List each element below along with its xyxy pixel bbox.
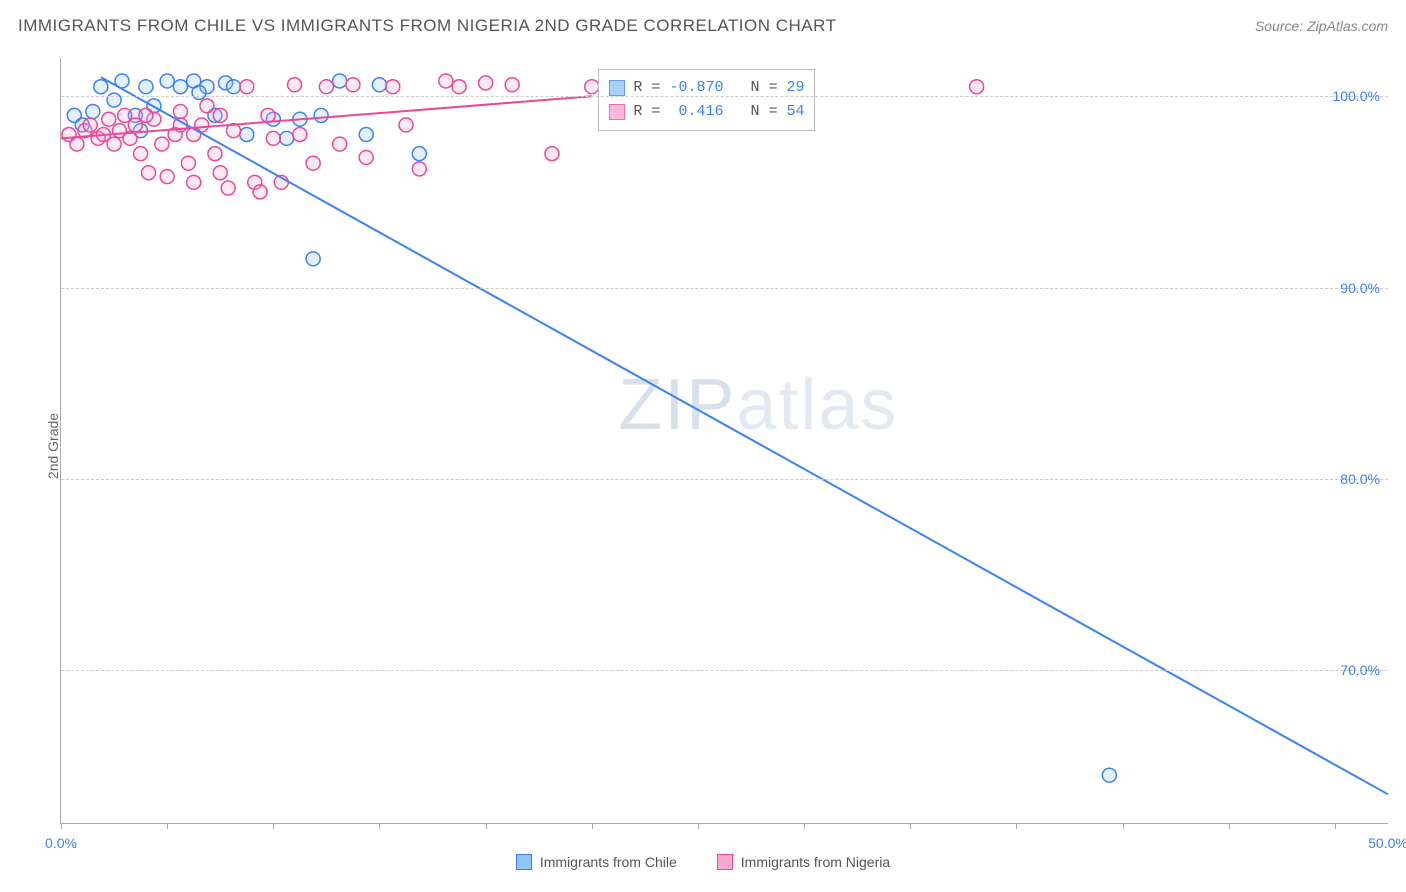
data-point [200, 99, 214, 113]
data-point [439, 74, 453, 88]
x-tick [1123, 823, 1124, 829]
regression-line [101, 77, 1388, 794]
data-point [173, 80, 187, 94]
x-tick [698, 823, 699, 829]
data-point [545, 147, 559, 161]
data-point [94, 80, 108, 94]
chart-header: IMMIGRANTS FROM CHILE VS IMMIGRANTS FROM… [18, 16, 1388, 36]
data-point [359, 128, 373, 142]
legend-label-chile: Immigrants from Chile [540, 854, 677, 870]
data-point [1102, 768, 1116, 782]
gridline [61, 479, 1388, 480]
data-point [107, 137, 121, 151]
data-point [83, 118, 97, 132]
source-attribution: Source: ZipAtlas.com [1255, 18, 1388, 34]
x-tick [592, 823, 593, 829]
swatch-chile [516, 854, 532, 870]
x-tick [486, 823, 487, 829]
swatch-nigeria [717, 854, 733, 870]
gridline [61, 96, 1388, 97]
data-point [139, 80, 153, 94]
x-tick [379, 823, 380, 829]
data-point [181, 156, 195, 170]
legend-swatch [609, 104, 625, 120]
legend-label-nigeria: Immigrants from Nigeria [741, 854, 890, 870]
chart-title: IMMIGRANTS FROM CHILE VS IMMIGRANTS FROM… [18, 16, 837, 36]
legend-swatch [609, 80, 625, 96]
data-point [585, 80, 599, 94]
data-point [346, 78, 360, 92]
data-point [266, 131, 280, 145]
data-point [208, 147, 222, 161]
data-point [70, 137, 84, 151]
x-tick [1229, 823, 1230, 829]
data-point [288, 78, 302, 92]
data-point [192, 85, 206, 99]
data-point [293, 128, 307, 142]
correlation-legend: R = -0.870 N = 29R = 0.416 N = 54 [598, 69, 815, 131]
data-point [280, 131, 294, 145]
data-point [261, 108, 275, 122]
data-point [240, 80, 254, 94]
data-point [333, 137, 347, 151]
data-point [412, 162, 426, 176]
y-tick-label: 80.0% [1340, 471, 1380, 487]
x-tick [167, 823, 168, 829]
data-point [314, 108, 328, 122]
y-tick-label: 90.0% [1340, 280, 1380, 296]
data-point [213, 108, 227, 122]
chart-canvas [61, 58, 1388, 823]
data-point [452, 80, 466, 94]
data-point [372, 78, 386, 92]
x-tick [61, 823, 62, 829]
data-point [386, 80, 400, 94]
legend-stats: R = 0.416 N = 54 [633, 100, 804, 124]
x-tick-label: 0.0% [45, 835, 77, 851]
data-point [227, 80, 241, 94]
data-point [333, 74, 347, 88]
y-tick-label: 100.0% [1333, 88, 1380, 104]
legend-row: R = 0.416 N = 54 [609, 100, 804, 124]
gridline [61, 670, 1388, 671]
data-point [160, 74, 174, 88]
data-point [139, 108, 153, 122]
x-tick-label: 50.0% [1368, 835, 1406, 851]
data-point [142, 166, 156, 180]
plot-area: ZIPatlas R = -0.870 N = 29R = 0.416 N = … [60, 58, 1388, 824]
data-point [134, 147, 148, 161]
series-legend: Immigrants from Chile Immigrants from Ni… [0, 854, 1406, 870]
legend-item-chile: Immigrants from Chile [516, 854, 677, 870]
data-point [173, 105, 187, 119]
data-point [253, 185, 267, 199]
gridline [61, 288, 1388, 289]
x-tick [910, 823, 911, 829]
data-point [240, 128, 254, 142]
data-point [221, 181, 235, 195]
data-point [102, 112, 116, 126]
data-point [155, 137, 169, 151]
data-point [213, 166, 227, 180]
data-point [86, 105, 100, 119]
x-tick [273, 823, 274, 829]
y-tick-label: 70.0% [1340, 662, 1380, 678]
data-point [412, 147, 426, 161]
data-point [479, 76, 493, 90]
x-tick [1016, 823, 1017, 829]
data-point [505, 78, 519, 92]
data-point [160, 170, 174, 184]
data-point [970, 80, 984, 94]
data-point [399, 118, 413, 132]
data-point [306, 252, 320, 266]
data-point [359, 150, 373, 164]
data-point [187, 175, 201, 189]
x-tick [1335, 823, 1336, 829]
x-tick [804, 823, 805, 829]
data-point [107, 93, 121, 107]
legend-item-nigeria: Immigrants from Nigeria [717, 854, 890, 870]
y-axis-label: 2nd Grade [45, 413, 61, 479]
data-point [306, 156, 320, 170]
data-point [319, 80, 333, 94]
